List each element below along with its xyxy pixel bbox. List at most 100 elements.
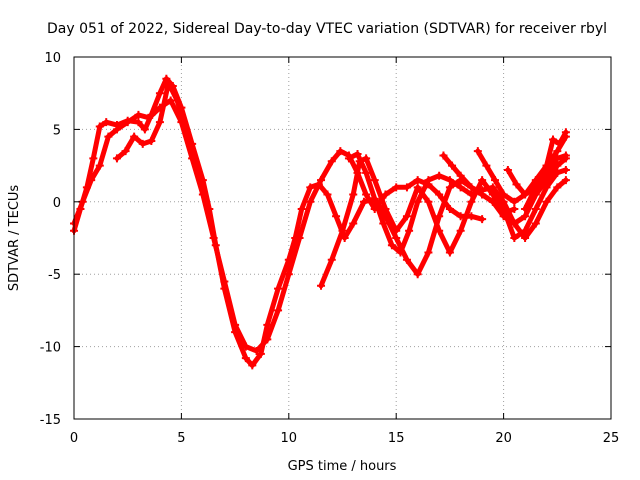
data-point <box>445 248 454 257</box>
data-point <box>424 176 433 185</box>
data-point <box>379 219 388 228</box>
data-point <box>387 241 396 250</box>
data-point <box>370 176 379 185</box>
data-point <box>456 171 465 180</box>
data-point <box>145 113 154 122</box>
data-point <box>521 205 530 214</box>
data-point <box>188 154 197 163</box>
data-point <box>542 183 551 192</box>
data-point <box>155 118 164 127</box>
data-point <box>134 110 143 119</box>
data-point <box>155 89 164 98</box>
data-point <box>478 190 487 199</box>
data-point <box>134 118 143 127</box>
data-point <box>370 194 379 203</box>
data-point <box>435 171 444 180</box>
series-track-f <box>441 153 517 216</box>
y-tick-label: -10 <box>40 341 61 356</box>
data-point <box>274 284 283 293</box>
series-track-a <box>71 76 569 368</box>
data-point <box>362 168 371 177</box>
data-point <box>349 190 358 199</box>
data-point <box>336 147 345 156</box>
data-point <box>306 197 315 206</box>
data-point <box>413 270 422 279</box>
x-axis-label: GPS time / hours <box>288 459 397 474</box>
data-point <box>491 176 500 185</box>
data-traces <box>70 74 570 370</box>
data-point <box>248 361 257 370</box>
data-point <box>521 212 530 221</box>
data-point <box>553 147 562 156</box>
data-point <box>445 205 454 214</box>
data-point <box>542 168 551 177</box>
data-point <box>338 226 347 235</box>
y-tick-label: 5 <box>53 123 61 138</box>
plot-frame <box>73 56 612 420</box>
data-point <box>327 157 336 166</box>
data-point <box>510 197 519 206</box>
y-axis-label: SDTVAR / TECUs <box>7 185 22 292</box>
data-point <box>448 161 457 170</box>
data-point <box>344 154 353 163</box>
data-point <box>531 183 540 192</box>
data-point <box>402 212 411 221</box>
data-point <box>104 132 113 141</box>
x-tick-label: 15 <box>388 431 405 446</box>
data-point <box>521 190 530 199</box>
data-point <box>140 125 149 134</box>
data-point <box>467 197 476 206</box>
data-point <box>561 151 570 160</box>
data-point <box>396 248 405 257</box>
data-point <box>510 234 519 242</box>
data-point <box>327 255 336 264</box>
x-tick-label: 5 <box>177 431 185 446</box>
x-tick-label: 20 <box>495 431 512 446</box>
data-point <box>499 197 508 206</box>
data-point <box>467 190 476 199</box>
data-point <box>549 135 558 144</box>
data-point <box>130 132 139 141</box>
data-point <box>95 161 104 170</box>
data-point <box>392 234 401 242</box>
data-point <box>561 176 570 185</box>
data-point <box>424 197 433 206</box>
data-point <box>102 118 111 127</box>
data-point <box>121 147 130 156</box>
data-point <box>521 234 530 242</box>
data-point <box>499 209 508 218</box>
data-point <box>263 320 272 329</box>
data-point <box>323 190 332 199</box>
data-point <box>241 354 250 363</box>
data-point <box>306 183 315 192</box>
data-point <box>392 226 401 235</box>
data-point <box>499 190 508 199</box>
data-point <box>553 154 562 163</box>
data-point <box>435 226 444 235</box>
data-point <box>402 255 411 264</box>
data-point <box>112 125 121 134</box>
data-point <box>164 79 173 88</box>
data-point <box>561 128 570 137</box>
x-tick-label: 25 <box>603 431 620 446</box>
data-point <box>297 205 306 214</box>
data-point <box>542 197 551 206</box>
data-point <box>392 183 401 192</box>
data-point <box>349 219 358 228</box>
data-point <box>503 165 512 174</box>
data-point <box>413 197 422 206</box>
x-tick-label: 10 <box>281 431 298 446</box>
data-point <box>362 154 371 163</box>
y-tick-label: -5 <box>48 268 61 283</box>
data-point <box>209 234 218 242</box>
data-point <box>482 161 491 170</box>
data-point <box>553 183 562 192</box>
data-point <box>456 226 465 235</box>
data-point <box>89 154 98 163</box>
data-point <box>231 320 240 329</box>
data-point <box>162 74 171 83</box>
data-point <box>488 183 497 192</box>
data-point <box>488 197 497 206</box>
series-track-g <box>475 134 569 205</box>
data-point <box>87 176 96 185</box>
